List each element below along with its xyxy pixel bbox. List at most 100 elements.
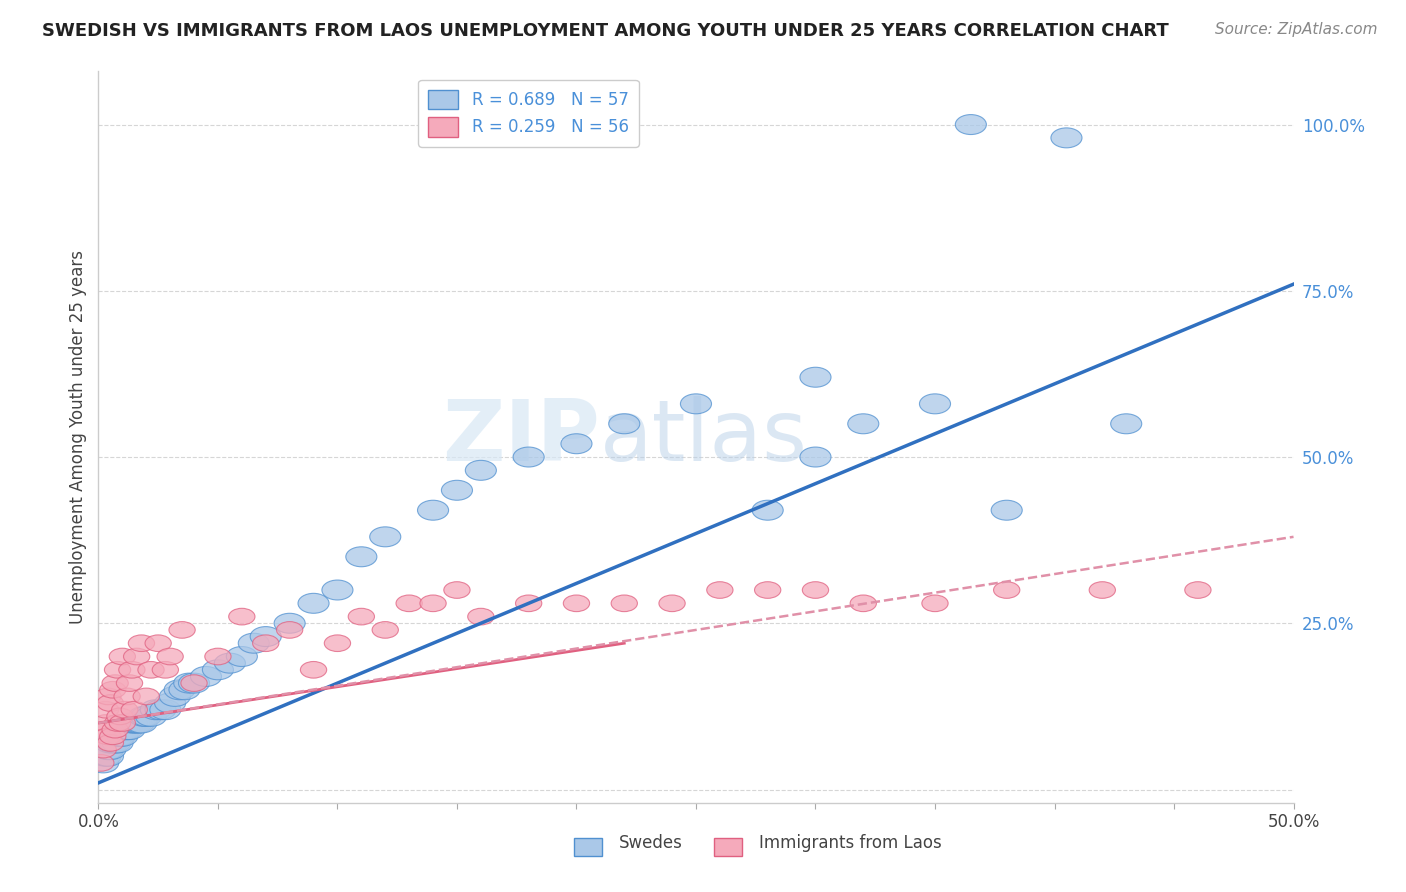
Ellipse shape	[90, 741, 117, 758]
Ellipse shape	[277, 622, 302, 639]
Ellipse shape	[103, 733, 134, 753]
Ellipse shape	[659, 595, 685, 612]
Ellipse shape	[441, 480, 472, 500]
Text: SWEDISH VS IMMIGRANTS FROM LAOS UNEMPLOYMENT AMONG YOUTH UNDER 25 YEARS CORRELAT: SWEDISH VS IMMIGRANTS FROM LAOS UNEMPLOY…	[42, 22, 1168, 40]
Ellipse shape	[90, 722, 117, 738]
Ellipse shape	[128, 635, 155, 651]
Ellipse shape	[202, 660, 233, 680]
Ellipse shape	[97, 733, 128, 753]
Ellipse shape	[274, 614, 305, 633]
Ellipse shape	[165, 680, 195, 699]
Ellipse shape	[169, 680, 200, 699]
Ellipse shape	[94, 733, 127, 753]
Ellipse shape	[124, 648, 150, 665]
Ellipse shape	[991, 500, 1022, 520]
Legend: R = 0.689   N = 57, R = 0.259   N = 56: R = 0.689 N = 57, R = 0.259 N = 56	[419, 79, 638, 146]
Ellipse shape	[253, 635, 278, 651]
Ellipse shape	[370, 527, 401, 547]
Ellipse shape	[100, 733, 131, 753]
Ellipse shape	[127, 713, 157, 733]
Ellipse shape	[322, 580, 353, 600]
Ellipse shape	[349, 608, 374, 625]
Ellipse shape	[609, 414, 640, 434]
Ellipse shape	[564, 595, 589, 612]
Ellipse shape	[851, 595, 876, 612]
Ellipse shape	[94, 688, 121, 705]
Ellipse shape	[181, 674, 207, 691]
Ellipse shape	[1090, 582, 1115, 599]
Ellipse shape	[111, 720, 142, 739]
Ellipse shape	[190, 666, 222, 687]
Text: atlas: atlas	[600, 395, 808, 479]
Ellipse shape	[104, 662, 131, 678]
Ellipse shape	[134, 688, 159, 705]
Ellipse shape	[103, 722, 128, 738]
Ellipse shape	[800, 368, 831, 387]
Ellipse shape	[800, 447, 831, 467]
Ellipse shape	[465, 460, 496, 480]
Ellipse shape	[93, 747, 124, 766]
Ellipse shape	[298, 593, 329, 614]
Ellipse shape	[150, 699, 181, 720]
Ellipse shape	[93, 701, 118, 718]
Ellipse shape	[205, 648, 231, 665]
Ellipse shape	[114, 720, 145, 739]
Text: Immigrants from Laos: Immigrants from Laos	[759, 834, 942, 852]
Ellipse shape	[97, 695, 124, 712]
Ellipse shape	[174, 673, 205, 693]
Ellipse shape	[93, 714, 118, 731]
Ellipse shape	[848, 414, 879, 434]
Ellipse shape	[118, 713, 150, 733]
Ellipse shape	[107, 726, 138, 747]
Ellipse shape	[681, 394, 711, 414]
Ellipse shape	[755, 582, 780, 599]
Ellipse shape	[93, 739, 124, 760]
Ellipse shape	[418, 500, 449, 520]
Ellipse shape	[121, 701, 148, 718]
Ellipse shape	[110, 648, 135, 665]
Ellipse shape	[90, 747, 121, 766]
Ellipse shape	[325, 635, 350, 651]
Ellipse shape	[110, 714, 135, 731]
Ellipse shape	[803, 582, 828, 599]
Ellipse shape	[111, 701, 138, 718]
Ellipse shape	[117, 713, 148, 733]
Ellipse shape	[301, 662, 326, 678]
Ellipse shape	[922, 595, 948, 612]
Text: Swedes: Swedes	[619, 834, 682, 852]
Ellipse shape	[103, 674, 128, 691]
Ellipse shape	[87, 755, 114, 772]
Ellipse shape	[752, 500, 783, 520]
Ellipse shape	[157, 648, 183, 665]
Ellipse shape	[513, 447, 544, 467]
Ellipse shape	[707, 582, 733, 599]
Ellipse shape	[420, 595, 446, 612]
Ellipse shape	[114, 688, 141, 705]
Ellipse shape	[229, 608, 254, 625]
Ellipse shape	[373, 622, 398, 639]
Ellipse shape	[346, 547, 377, 566]
Ellipse shape	[516, 595, 541, 612]
Ellipse shape	[145, 699, 176, 720]
Ellipse shape	[561, 434, 592, 454]
Ellipse shape	[138, 662, 165, 678]
Ellipse shape	[135, 706, 166, 726]
Ellipse shape	[226, 647, 257, 666]
Ellipse shape	[145, 635, 172, 651]
Text: Source: ZipAtlas.com: Source: ZipAtlas.com	[1215, 22, 1378, 37]
Ellipse shape	[94, 739, 127, 760]
Ellipse shape	[955, 114, 987, 135]
Ellipse shape	[1111, 414, 1142, 434]
Ellipse shape	[141, 699, 172, 720]
Text: ZIP: ZIP	[443, 395, 600, 479]
Ellipse shape	[155, 693, 186, 713]
Ellipse shape	[994, 582, 1019, 599]
Ellipse shape	[238, 633, 270, 653]
Ellipse shape	[100, 681, 127, 698]
Ellipse shape	[103, 726, 134, 747]
Ellipse shape	[121, 713, 152, 733]
Ellipse shape	[124, 713, 155, 733]
Ellipse shape	[97, 735, 124, 751]
Ellipse shape	[1185, 582, 1211, 599]
Ellipse shape	[444, 582, 470, 599]
